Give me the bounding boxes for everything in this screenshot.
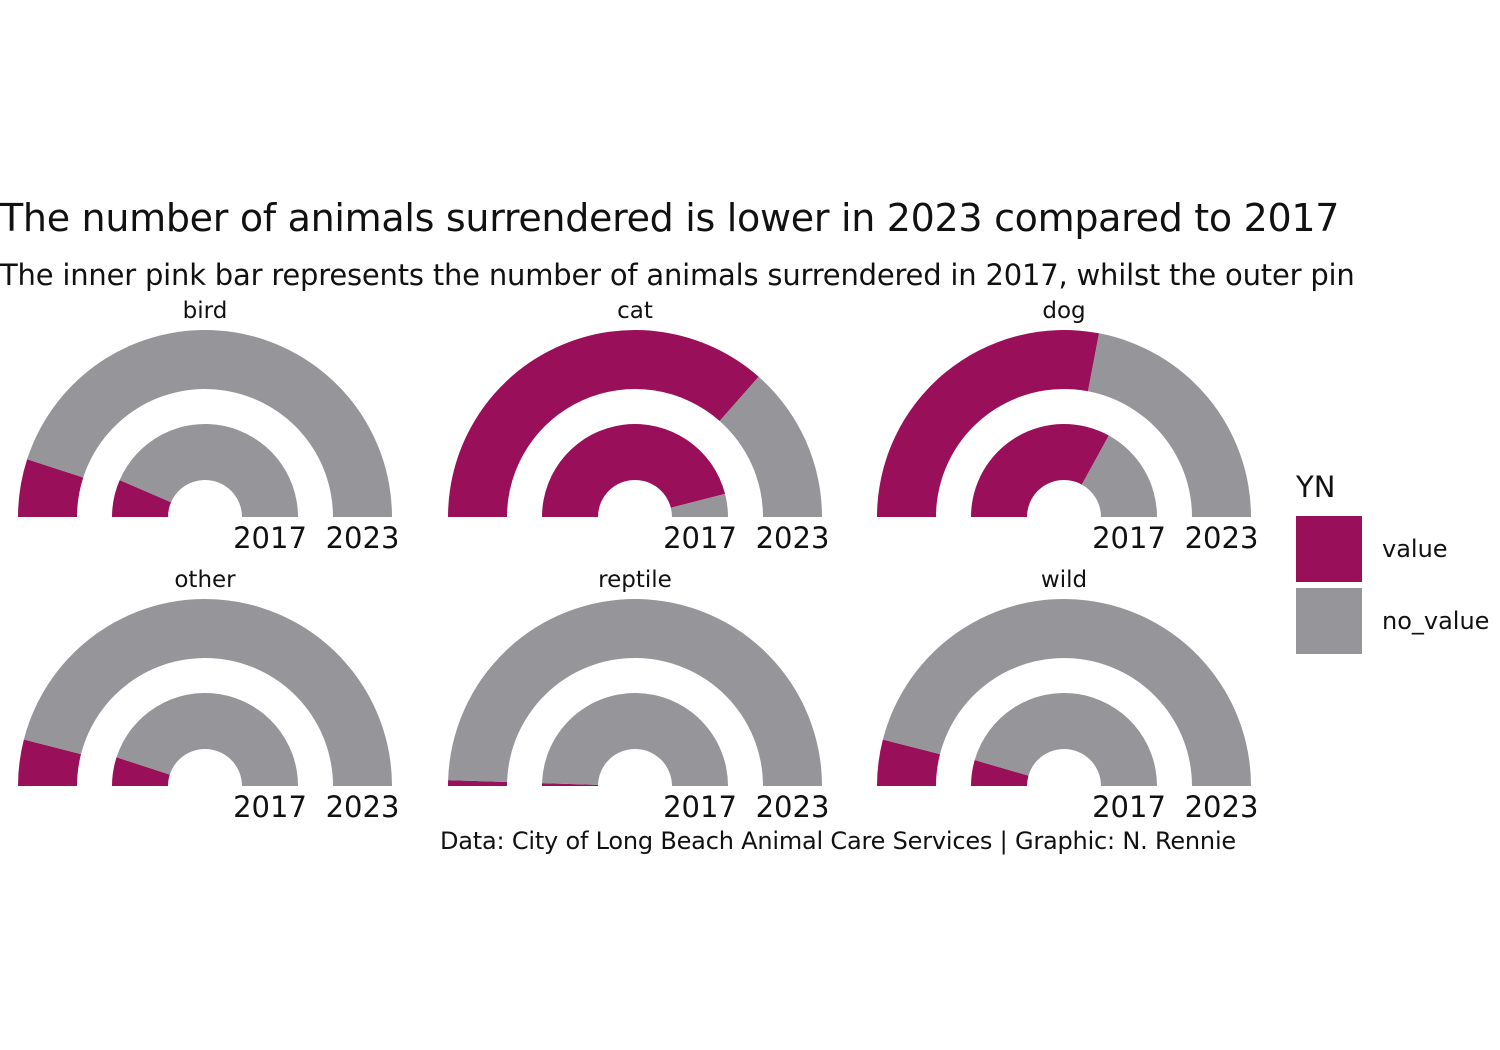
bird-2023-no-value-arc bbox=[27, 330, 392, 517]
legend-item-no-value: no_value bbox=[1296, 588, 1489, 654]
wild-2017-value-arc bbox=[971, 760, 1029, 786]
dog-axis-label-2023: 2023 bbox=[1185, 521, 1259, 555]
legend-label-value: value bbox=[1382, 535, 1448, 563]
wild-axis-label-2023: 2023 bbox=[1185, 790, 1259, 824]
cat-2017-no-value-arc bbox=[670, 493, 728, 517]
facet-label-bird: bird bbox=[183, 298, 228, 324]
wild-2023-no-value-arc bbox=[882, 598, 1251, 786]
cat-2017-value-arc bbox=[542, 424, 726, 517]
other-2017-value-arc bbox=[112, 757, 170, 786]
facet-label-other: other bbox=[174, 567, 236, 593]
cat-axis-label-2017: 2017 bbox=[663, 521, 737, 555]
reptile-2023-no-value-arc bbox=[448, 599, 822, 786]
wild-2017-no-value-arc bbox=[974, 693, 1157, 786]
wild-2023-value-arc bbox=[877, 739, 941, 786]
facet-label-cat: cat bbox=[617, 298, 653, 324]
reptile-2017-value-arc bbox=[542, 783, 599, 786]
legend-swatch-no-value bbox=[1296, 588, 1362, 654]
other-2023-value-arc bbox=[18, 739, 82, 786]
dog-2023-value-arc bbox=[877, 329, 1100, 517]
facet-label-dog: dog bbox=[1042, 298, 1085, 324]
legend: YN value no_value bbox=[1296, 470, 1489, 660]
other-axis-label-2017: 2017 bbox=[233, 790, 307, 824]
wild-axis-label-2017: 2017 bbox=[1092, 790, 1166, 824]
cat-axis-label-2023: 2023 bbox=[756, 521, 830, 555]
chart-subtitle: The inner pink bar represents the number… bbox=[0, 258, 1355, 292]
dog-2017-value-arc bbox=[971, 423, 1109, 517]
dog-2023-no-value-arc bbox=[1087, 333, 1251, 517]
other-2023-no-value-arc bbox=[23, 598, 393, 786]
legend-label-no-value: no_value bbox=[1382, 607, 1490, 635]
reptile-2017-no-value-arc bbox=[542, 693, 728, 786]
bird-axis-label-2023: 2023 bbox=[326, 521, 400, 555]
other-2017-no-value-arc bbox=[116, 692, 298, 786]
cat-2023-no-value-arc bbox=[719, 376, 822, 517]
legend-item-value: value bbox=[1296, 516, 1489, 582]
cat-2023-value-arc bbox=[448, 329, 759, 517]
bird-axis-label-2017: 2017 bbox=[233, 521, 307, 555]
legend-swatch-value bbox=[1296, 516, 1362, 582]
facet-label-reptile: reptile bbox=[598, 567, 672, 593]
facet-label-wild: wild bbox=[1041, 567, 1087, 593]
other-axis-label-2023: 2023 bbox=[326, 790, 400, 824]
chart-title: The number of animals surrendered is low… bbox=[0, 196, 1340, 240]
reptile-2023-value-arc bbox=[448, 780, 508, 786]
bird-2017-no-value-arc bbox=[119, 424, 298, 517]
chart-caption: Data: City of Long Beach Animal Care Ser… bbox=[440, 827, 1236, 855]
dog-axis-label-2017: 2017 bbox=[1092, 521, 1166, 555]
bird-2017-value-arc bbox=[112, 480, 172, 517]
legend-title: YN bbox=[1296, 470, 1336, 504]
reptile-axis-label-2017: 2017 bbox=[663, 790, 737, 824]
bird-2023-value-arc bbox=[18, 459, 84, 517]
dog-2017-no-value-arc bbox=[1081, 435, 1157, 517]
reptile-axis-label-2023: 2023 bbox=[756, 790, 830, 824]
